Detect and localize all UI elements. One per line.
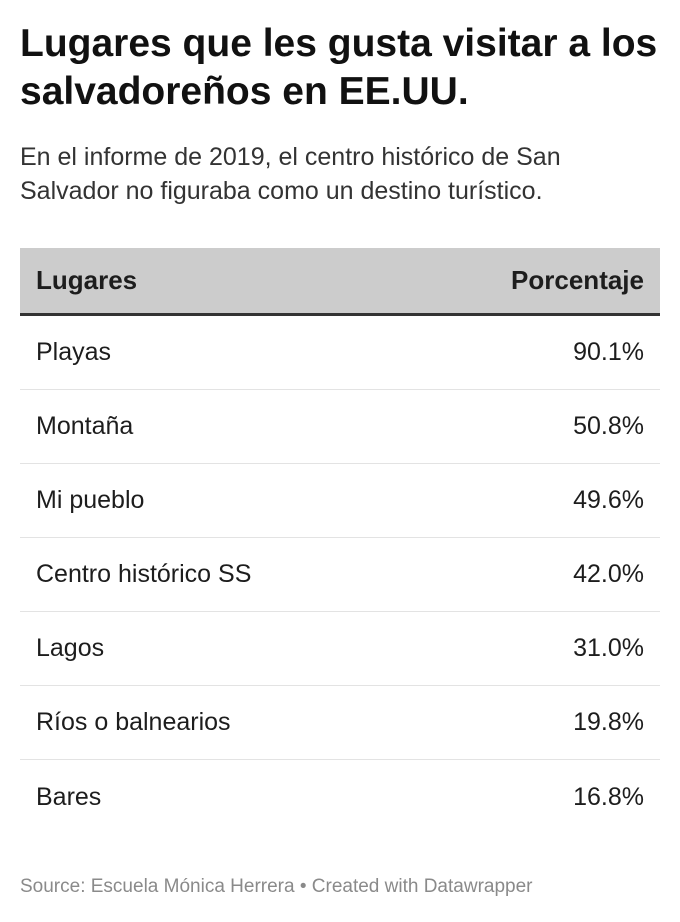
data-table: Lugares Porcentaje Playas 90.1% Montaña … [20,248,660,834]
table-row: Ríos o balnearios 19.8% [20,686,660,760]
table-header-row: Lugares Porcentaje [20,248,660,316]
chart-subtitle: En el informe de 2019, el centro históri… [20,143,561,205]
table-row: Playas 90.1% [20,316,660,390]
percentage-cell: 16.8% [573,782,644,811]
percentage-cell: 90.1% [573,338,644,366]
percentage-cell: 31.0% [573,634,644,662]
percentage-cell: 50.8% [573,412,644,440]
place-cell: Montaña [36,412,134,440]
table-body: Playas 90.1% Montaña 50.8% Mi pueblo 49.… [20,316,660,834]
percentage-cell: 49.6% [573,486,644,514]
place-cell: Playas [36,338,112,366]
table-row: Bares 16.8% [20,760,660,834]
place-cell: Lagos [36,634,105,662]
table-row: Centro histórico SS 42.0% [20,538,660,612]
chart-title: Lugares que les gusta visitar a los salv… [20,22,658,113]
column-header-lugares: Lugares [36,265,138,295]
table-row: Montaña 50.8% [20,390,660,464]
place-cell: Centro histórico SS [36,560,252,588]
column-header-porcentaje: Porcentaje [511,265,644,295]
percentage-cell: 42.0% [573,560,644,588]
table-row: Mi pueblo 49.6% [20,464,660,538]
place-cell: Bares [36,782,102,811]
place-cell: Mi pueblo [36,486,145,514]
source-credit: Source: Escuela Mónica Herrera • Created… [20,876,533,897]
place-cell: Ríos o balnearios [36,708,231,736]
percentage-cell: 19.8% [573,708,644,736]
table-row: Lagos 31.0% [20,612,660,686]
